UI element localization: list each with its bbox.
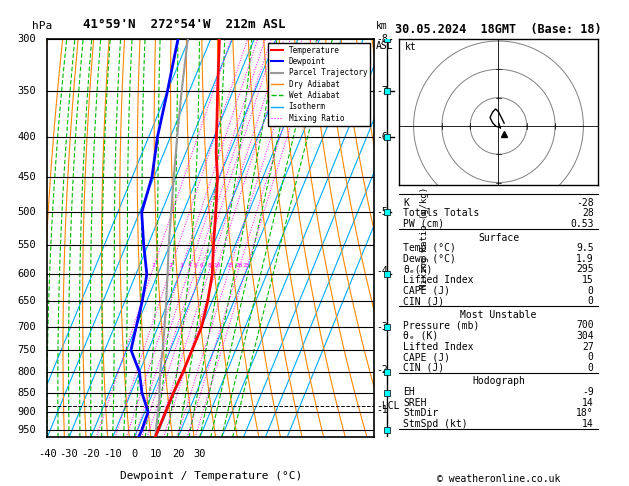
Text: 30: 30 (194, 450, 206, 459)
Text: kt: kt (405, 41, 417, 52)
Text: 14: 14 (582, 398, 594, 408)
Text: θₑ (K): θₑ (K) (403, 331, 438, 341)
Text: 300: 300 (17, 34, 36, 44)
Text: 500: 500 (17, 208, 36, 217)
Text: -40: -40 (38, 450, 57, 459)
Text: Temp (°C): Temp (°C) (403, 243, 456, 253)
Text: SREH: SREH (403, 398, 427, 408)
Text: 600: 600 (17, 269, 36, 279)
Text: 5: 5 (194, 263, 198, 268)
Text: 6: 6 (199, 263, 203, 268)
Text: 0: 0 (131, 450, 138, 459)
Text: 700: 700 (576, 320, 594, 330)
Text: 1.9: 1.9 (576, 254, 594, 264)
Text: 10: 10 (150, 450, 162, 459)
Text: Dewpoint / Temperature (°C): Dewpoint / Temperature (°C) (120, 471, 302, 481)
Text: 18°: 18° (576, 408, 594, 418)
Text: hPa: hPa (33, 21, 53, 31)
Text: 800: 800 (17, 367, 36, 377)
Text: 9.5: 9.5 (576, 243, 594, 253)
Text: CIN (J): CIN (J) (403, 296, 445, 306)
Text: km: km (376, 21, 387, 31)
Text: 0.53: 0.53 (570, 219, 594, 229)
Text: 304: 304 (576, 331, 594, 341)
Text: -1: -1 (376, 405, 387, 415)
Text: 20: 20 (235, 263, 243, 268)
Text: 20: 20 (172, 450, 184, 459)
Text: 400: 400 (17, 132, 36, 141)
Text: -6: -6 (376, 132, 387, 141)
Text: 30.05.2024  18GMT  (Base: 18): 30.05.2024 18GMT (Base: 18) (395, 23, 602, 36)
Text: 3: 3 (180, 263, 184, 268)
Text: -8: -8 (376, 34, 387, 44)
Text: Hodograph: Hodograph (472, 376, 525, 386)
Text: Lifted Index: Lifted Index (403, 342, 474, 351)
Text: 15: 15 (582, 275, 594, 285)
Text: -20: -20 (81, 450, 100, 459)
Text: Pressure (mb): Pressure (mb) (403, 320, 480, 330)
Text: 2: 2 (169, 263, 172, 268)
Text: 450: 450 (17, 172, 36, 182)
Text: 27: 27 (582, 342, 594, 351)
Text: 650: 650 (17, 296, 36, 307)
Text: CAPE (J): CAPE (J) (403, 286, 450, 295)
Text: 900: 900 (17, 407, 36, 417)
Text: -28: -28 (576, 198, 594, 208)
Text: 10: 10 (213, 263, 221, 268)
Text: 1: 1 (151, 263, 155, 268)
Text: 350: 350 (17, 86, 36, 96)
Text: -10: -10 (103, 450, 122, 459)
Text: 750: 750 (17, 345, 36, 355)
Text: 550: 550 (17, 240, 36, 250)
Text: -30: -30 (60, 450, 79, 459)
Text: 850: 850 (17, 387, 36, 398)
Text: © weatheronline.co.uk: © weatheronline.co.uk (437, 473, 560, 484)
Text: -3: -3 (376, 322, 387, 331)
Text: 0: 0 (587, 352, 594, 362)
Text: Mixing Ratio (g/kg): Mixing Ratio (g/kg) (420, 187, 429, 289)
Text: 41°59'N  272°54'W  212m ASL: 41°59'N 272°54'W 212m ASL (83, 18, 286, 31)
Text: Totals Totals: Totals Totals (403, 208, 480, 218)
Text: 950: 950 (17, 425, 36, 435)
Text: 4: 4 (187, 263, 191, 268)
Text: CIN (J): CIN (J) (403, 363, 445, 373)
Text: -2: -2 (376, 365, 387, 375)
Text: 0: 0 (587, 363, 594, 373)
Text: CAPE (J): CAPE (J) (403, 352, 450, 362)
Text: ASL: ASL (376, 41, 394, 51)
Text: 0: 0 (587, 286, 594, 295)
Text: Most Unstable: Most Unstable (460, 310, 537, 320)
Text: Dewp (°C): Dewp (°C) (403, 254, 456, 264)
Text: PW (cm): PW (cm) (403, 219, 445, 229)
Text: 0: 0 (587, 296, 594, 306)
Text: 28: 28 (582, 208, 594, 218)
Text: 25: 25 (243, 263, 250, 268)
Text: -9: -9 (582, 387, 594, 397)
Text: 700: 700 (17, 322, 36, 331)
Text: θₑ(K): θₑ(K) (403, 264, 433, 275)
Text: EH: EH (403, 387, 415, 397)
Text: -5: -5 (376, 208, 387, 217)
Text: K: K (403, 198, 409, 208)
Text: 295: 295 (576, 264, 594, 275)
Text: 14: 14 (582, 418, 594, 429)
Text: StmDir: StmDir (403, 408, 438, 418)
Text: 15: 15 (226, 263, 233, 268)
Text: Surface: Surface (478, 233, 519, 243)
Text: StmSpd (kt): StmSpd (kt) (403, 418, 468, 429)
Text: Lifted Index: Lifted Index (403, 275, 474, 285)
Text: -4: -4 (376, 266, 387, 277)
Text: -LCL: -LCL (376, 401, 399, 411)
Text: -7: -7 (376, 86, 387, 96)
Legend: Temperature, Dewpoint, Parcel Trajectory, Dry Adiabat, Wet Adiabat, Isotherm, Mi: Temperature, Dewpoint, Parcel Trajectory… (268, 43, 370, 125)
Text: 8: 8 (208, 263, 212, 268)
